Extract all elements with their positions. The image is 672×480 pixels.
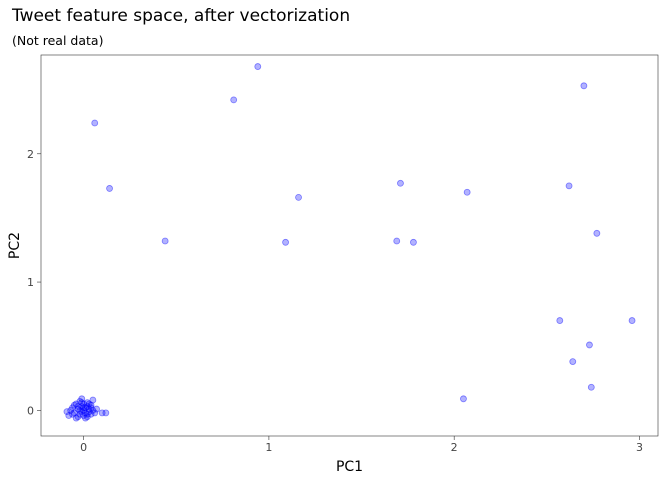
data-point (83, 399, 91, 407)
data-point (254, 63, 262, 70)
data-point (70, 401, 78, 409)
axis-ticks: 0 1 2 3 0 1 2 (27, 148, 643, 454)
data-point (85, 408, 93, 416)
data-point (82, 404, 89, 412)
data-point (65, 412, 73, 419)
data-point (87, 404, 95, 412)
data-point (80, 400, 88, 408)
data-point (587, 383, 595, 391)
data-point (89, 406, 97, 414)
y-tick-label: 1 (27, 276, 34, 289)
data-point (72, 414, 80, 422)
data-point (586, 341, 593, 349)
data-point (80, 406, 88, 414)
data-point (76, 397, 84, 405)
data-point (78, 399, 86, 407)
data-point (72, 400, 80, 408)
data-point (78, 403, 86, 410)
y-axis-title: PC2 (7, 232, 23, 259)
chart-title: Tweet feature space, after vectorization (12, 6, 351, 26)
data-point (569, 358, 577, 365)
x-tick-label: 0 (80, 441, 87, 454)
data-point (82, 409, 89, 417)
data-point (63, 408, 71, 416)
data-point (82, 414, 89, 422)
data-point (93, 405, 100, 413)
data-point (295, 193, 302, 201)
data-point (83, 410, 91, 418)
data-point (70, 409, 78, 417)
data-point (98, 409, 106, 417)
data-point (102, 409, 110, 417)
data-point (161, 237, 169, 245)
data-point (460, 395, 467, 403)
data-point (91, 119, 99, 127)
x-tick-label: 2 (451, 441, 458, 454)
data-point (106, 185, 113, 192)
data-point (593, 229, 601, 237)
data-point (87, 401, 95, 409)
data-point (74, 405, 82, 413)
data-point (565, 182, 573, 190)
data-point (282, 238, 289, 246)
data-point (67, 406, 75, 414)
data-point (85, 400, 93, 408)
data-point (463, 188, 471, 196)
data-points (63, 63, 636, 422)
data-point (393, 237, 401, 245)
data-point (89, 396, 97, 404)
data-point (69, 404, 76, 412)
y-tick-label: 0 (27, 404, 34, 417)
data-point (85, 405, 93, 413)
data-point (397, 179, 404, 187)
data-point (83, 403, 91, 410)
x-tick-label: 3 (636, 441, 643, 454)
data-point (580, 82, 588, 90)
data-point (69, 410, 76, 418)
data-point (628, 317, 636, 324)
data-point (76, 410, 84, 418)
data-point (78, 395, 86, 403)
data-point (78, 408, 86, 416)
x-axis-title: PC1 (336, 459, 363, 475)
data-point (83, 413, 91, 421)
data-point (410, 238, 417, 246)
data-point (80, 404, 88, 412)
data-point (76, 406, 84, 414)
chart-subtitle: (Not real data) (12, 33, 104, 48)
x-tick-label: 1 (265, 441, 272, 454)
data-point (556, 317, 564, 324)
plot-panel (40, 54, 659, 437)
data-point (74, 413, 82, 421)
data-point (74, 403, 82, 410)
data-point (80, 412, 88, 419)
data-point (230, 96, 238, 104)
data-point (91, 409, 99, 417)
data-point (87, 410, 95, 418)
y-tick-label: 2 (27, 148, 34, 161)
